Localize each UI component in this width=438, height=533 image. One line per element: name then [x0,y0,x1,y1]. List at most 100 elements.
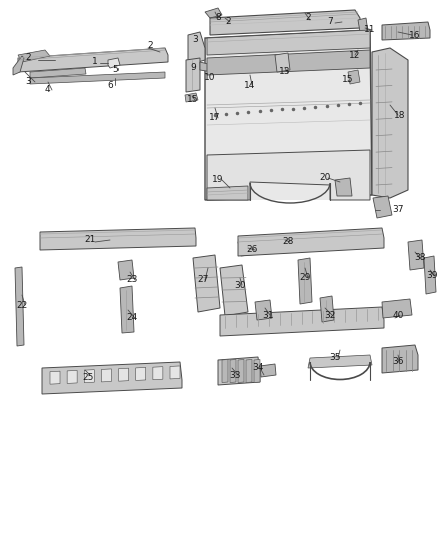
Polygon shape [40,228,196,250]
Polygon shape [382,299,412,318]
Polygon shape [358,18,368,32]
Polygon shape [348,70,360,84]
Polygon shape [30,68,86,78]
Polygon shape [13,56,24,75]
Text: 31: 31 [262,311,274,319]
Polygon shape [424,256,436,294]
Text: 5: 5 [112,66,118,75]
Text: 6: 6 [107,80,113,90]
Text: 2: 2 [305,13,311,22]
Text: 24: 24 [127,313,138,322]
Text: 9: 9 [190,63,196,72]
Text: 16: 16 [409,30,421,39]
Polygon shape [220,265,248,316]
Text: 34: 34 [252,364,264,373]
Text: 12: 12 [350,51,360,60]
Polygon shape [15,267,24,346]
Polygon shape [207,30,370,55]
Polygon shape [298,258,312,304]
Polygon shape [260,364,276,377]
Text: 35: 35 [329,353,341,362]
Text: 2: 2 [25,53,31,62]
Text: 15: 15 [187,95,199,104]
Polygon shape [119,368,129,381]
Polygon shape [188,32,205,62]
Polygon shape [120,286,134,333]
Text: 13: 13 [279,68,291,77]
Polygon shape [50,371,60,384]
Text: 11: 11 [364,26,376,35]
Polygon shape [42,362,182,394]
Text: 32: 32 [324,311,336,319]
Polygon shape [102,369,111,382]
Polygon shape [222,359,228,383]
Polygon shape [30,72,165,84]
Polygon shape [246,359,252,383]
Polygon shape [205,8,222,18]
Polygon shape [207,150,370,200]
Text: 22: 22 [16,301,28,310]
Polygon shape [200,62,212,72]
Text: 8: 8 [215,13,221,22]
Text: 1: 1 [92,58,98,67]
Text: 36: 36 [392,358,404,367]
Text: 14: 14 [244,80,256,90]
Polygon shape [210,10,360,35]
Text: 30: 30 [234,280,246,289]
Polygon shape [218,357,260,385]
Polygon shape [220,307,384,336]
Polygon shape [205,30,372,200]
Text: 37: 37 [392,206,404,214]
Polygon shape [408,240,424,270]
Text: 27: 27 [197,276,208,285]
Text: 21: 21 [84,236,95,245]
Polygon shape [185,93,198,102]
Text: 3: 3 [192,36,198,44]
Polygon shape [108,58,120,68]
Text: 39: 39 [426,271,438,279]
Text: 2: 2 [225,18,231,27]
Polygon shape [238,240,258,256]
Text: 7: 7 [327,18,333,27]
Text: 10: 10 [204,74,216,83]
Polygon shape [118,260,134,280]
Polygon shape [193,255,220,312]
Polygon shape [335,178,352,196]
Polygon shape [372,48,408,198]
Polygon shape [382,345,418,373]
Polygon shape [18,48,168,72]
Text: 25: 25 [82,374,94,383]
Polygon shape [238,228,384,256]
Polygon shape [84,370,94,383]
Text: 40: 40 [392,311,404,319]
Polygon shape [207,50,370,75]
Text: 29: 29 [299,273,311,282]
Polygon shape [207,150,370,200]
Polygon shape [238,359,244,383]
Text: 3: 3 [25,77,31,86]
Text: 20: 20 [319,174,331,182]
Polygon shape [230,359,236,383]
Polygon shape [308,355,372,368]
Polygon shape [170,366,180,379]
Text: 33: 33 [229,370,241,379]
Text: 28: 28 [283,238,294,246]
Polygon shape [382,22,430,40]
Text: 15: 15 [342,76,354,85]
Text: 19: 19 [212,175,224,184]
Polygon shape [207,186,248,200]
Polygon shape [136,367,146,381]
Polygon shape [254,359,260,383]
Polygon shape [67,370,77,383]
Polygon shape [320,296,334,322]
Text: 38: 38 [414,254,426,262]
Text: 26: 26 [246,246,258,254]
Polygon shape [275,53,290,72]
Text: 17: 17 [209,114,221,123]
Polygon shape [255,300,272,320]
Text: 4: 4 [44,85,50,94]
Polygon shape [373,196,392,218]
Polygon shape [186,58,200,92]
Text: 23: 23 [126,276,138,285]
Polygon shape [18,50,50,62]
